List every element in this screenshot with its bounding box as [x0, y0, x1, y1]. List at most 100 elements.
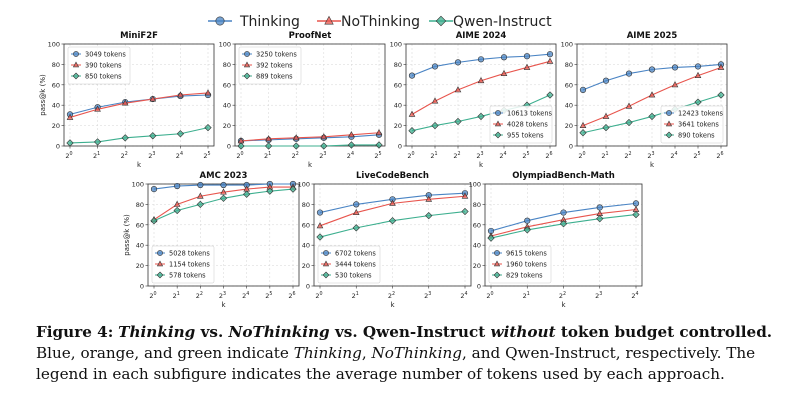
y-tick-label: 80: [223, 61, 231, 69]
y-tick-label: 60: [394, 81, 402, 89]
panel-legend: 9615 tokens 1960 tokens 829 tokens: [488, 245, 552, 284]
panel-legend-marker: [323, 250, 329, 256]
panel-title: LiveCodeBench: [356, 171, 429, 181]
x-tick-label: 26: [288, 291, 295, 300]
x-tick-label: 20: [65, 151, 72, 160]
panel-legend-marker: [493, 271, 501, 279]
x-tick-label: 20: [149, 291, 156, 300]
data-point-s2: [66, 113, 74, 120]
data-point-s3: [694, 98, 702, 106]
data-point-s2: [204, 89, 212, 96]
y-tick-label: 0: [477, 283, 481, 291]
panel-legend-box: [67, 46, 131, 85]
data-point-s2: [648, 91, 656, 98]
y-tick-label: 0: [569, 143, 573, 151]
x-tick-label: 20: [315, 291, 322, 300]
x-tick-label: 23: [148, 151, 155, 160]
y-tick-label: 0: [56, 143, 60, 151]
y-axis-label: pass@k (%): [123, 214, 131, 256]
panel-legend-label: 12423 tokens: [678, 110, 724, 118]
data-point-s2: [671, 81, 679, 88]
panel-1: MiniF2F 0 20 40 60 80 100 20 21 22 23 24 25 k pass@k (…: [39, 31, 215, 169]
legend-label-1: Thinking: [239, 14, 300, 30]
data-point-s2: [523, 63, 531, 70]
top-legend: Thinking NoThinking Qwen-Instruct: [208, 14, 552, 30]
y-tick-label: 0: [227, 143, 231, 151]
y-tick-label: 100: [48, 41, 60, 49]
x-tick-label: 24: [499, 151, 506, 160]
panel-legend: 3049 tokens 390 tokens 850 tokens: [67, 46, 131, 85]
data-point-s3: [717, 91, 725, 99]
data-point-s3: [579, 129, 587, 137]
data-point-s1: [625, 70, 633, 77]
data-point-s3: [316, 233, 324, 241]
y-tick-label: 0: [306, 283, 310, 291]
x-axis-label: k: [390, 301, 395, 309]
y-tick-label: 40: [565, 102, 573, 110]
data-point-s3: [196, 200, 204, 209]
data-point-s1: [220, 181, 227, 189]
y-tick-label: 100: [132, 181, 144, 189]
panel-legend: 6702 tokens 3444 tokens 530 tokens: [317, 245, 381, 284]
series-line-2: [69, 92, 209, 118]
y-tick-label: 20: [136, 262, 144, 270]
data-point-s1: [524, 217, 531, 224]
panel-legend-marker: [243, 72, 251, 80]
caption-nothinking-2: NoThinking: [371, 344, 463, 362]
x-tick-label: 25: [374, 151, 381, 160]
x-tick-label: 24: [631, 291, 638, 300]
y-tick-label: 60: [52, 81, 60, 89]
data-point-s1: [353, 201, 360, 208]
panel-legend-box: [317, 245, 381, 284]
panel-legend-marker: [665, 120, 673, 127]
data-point-s3: [559, 220, 568, 228]
data-point-s1: [523, 53, 531, 60]
x-tick-label: 21: [264, 151, 271, 160]
x-tick-label: 26: [545, 151, 552, 160]
data-point-s3: [66, 139, 74, 147]
x-tick-label: 24: [460, 291, 467, 300]
x-tick-label: 22: [292, 151, 299, 160]
caption-budget: token budget controlled.: [555, 323, 773, 341]
data-point-s2: [389, 199, 396, 206]
y-tick-label: 80: [52, 61, 60, 69]
panel-legend-label: 3049 tokens: [85, 51, 126, 59]
panel-legend-marker: [494, 250, 500, 256]
data-point-s2: [94, 105, 101, 112]
panel-legend-label: 3641 tokens: [678, 121, 719, 129]
legend-marker-3: [435, 15, 447, 27]
panel-2: ProofNet 0 20 40 60 80 100 20 21 22 23 24 25 k 3250 to…: [219, 31, 386, 169]
y-tick-label: 60: [565, 81, 573, 89]
data-point-s3: [176, 130, 185, 138]
y-tick-label: 80: [302, 201, 310, 209]
panel-6: LiveCodeBench 0 20 40 60 80 100 20 21 22 23 24 k 6702…: [298, 171, 472, 309]
series-line-2: [240, 132, 380, 142]
caption-nothinking: NoThinking: [228, 323, 330, 341]
data-point-s1: [648, 66, 656, 73]
panel-title: OlympiadBench-Math: [512, 171, 615, 181]
data-point-s3: [243, 190, 251, 198]
panel-legend-label: 1960 tokens: [506, 261, 547, 269]
x-tick-label: 23: [219, 291, 226, 300]
x-tick-label: 21: [93, 151, 100, 160]
data-point-s1: [454, 59, 462, 66]
panel-legend-box: [238, 46, 302, 85]
data-point-s1: [477, 56, 485, 63]
y-axis-label: pass@k (%): [39, 74, 47, 116]
y-tick-label: 80: [136, 201, 144, 209]
panel-legend-label: 829 tokens: [506, 272, 543, 280]
panel-legend-label: 10613 tokens: [507, 110, 553, 118]
legend-label-2: NoThinking: [341, 14, 420, 30]
y-tick-label: 0: [398, 143, 402, 151]
data-point-s3: [487, 234, 495, 242]
panel-legend-marker: [665, 131, 673, 139]
data-point-s2: [694, 71, 702, 79]
x-tick-label: 25: [522, 151, 529, 160]
data-point-s2: [602, 112, 610, 119]
data-point-s2: [425, 195, 433, 202]
x-tick-label: 21: [173, 291, 180, 300]
x-tick-label: 22: [624, 151, 631, 160]
y-tick-label: 60: [473, 221, 481, 229]
y-tick-label: 40: [52, 102, 60, 110]
panel-legend-label: 578 tokens: [169, 272, 206, 280]
